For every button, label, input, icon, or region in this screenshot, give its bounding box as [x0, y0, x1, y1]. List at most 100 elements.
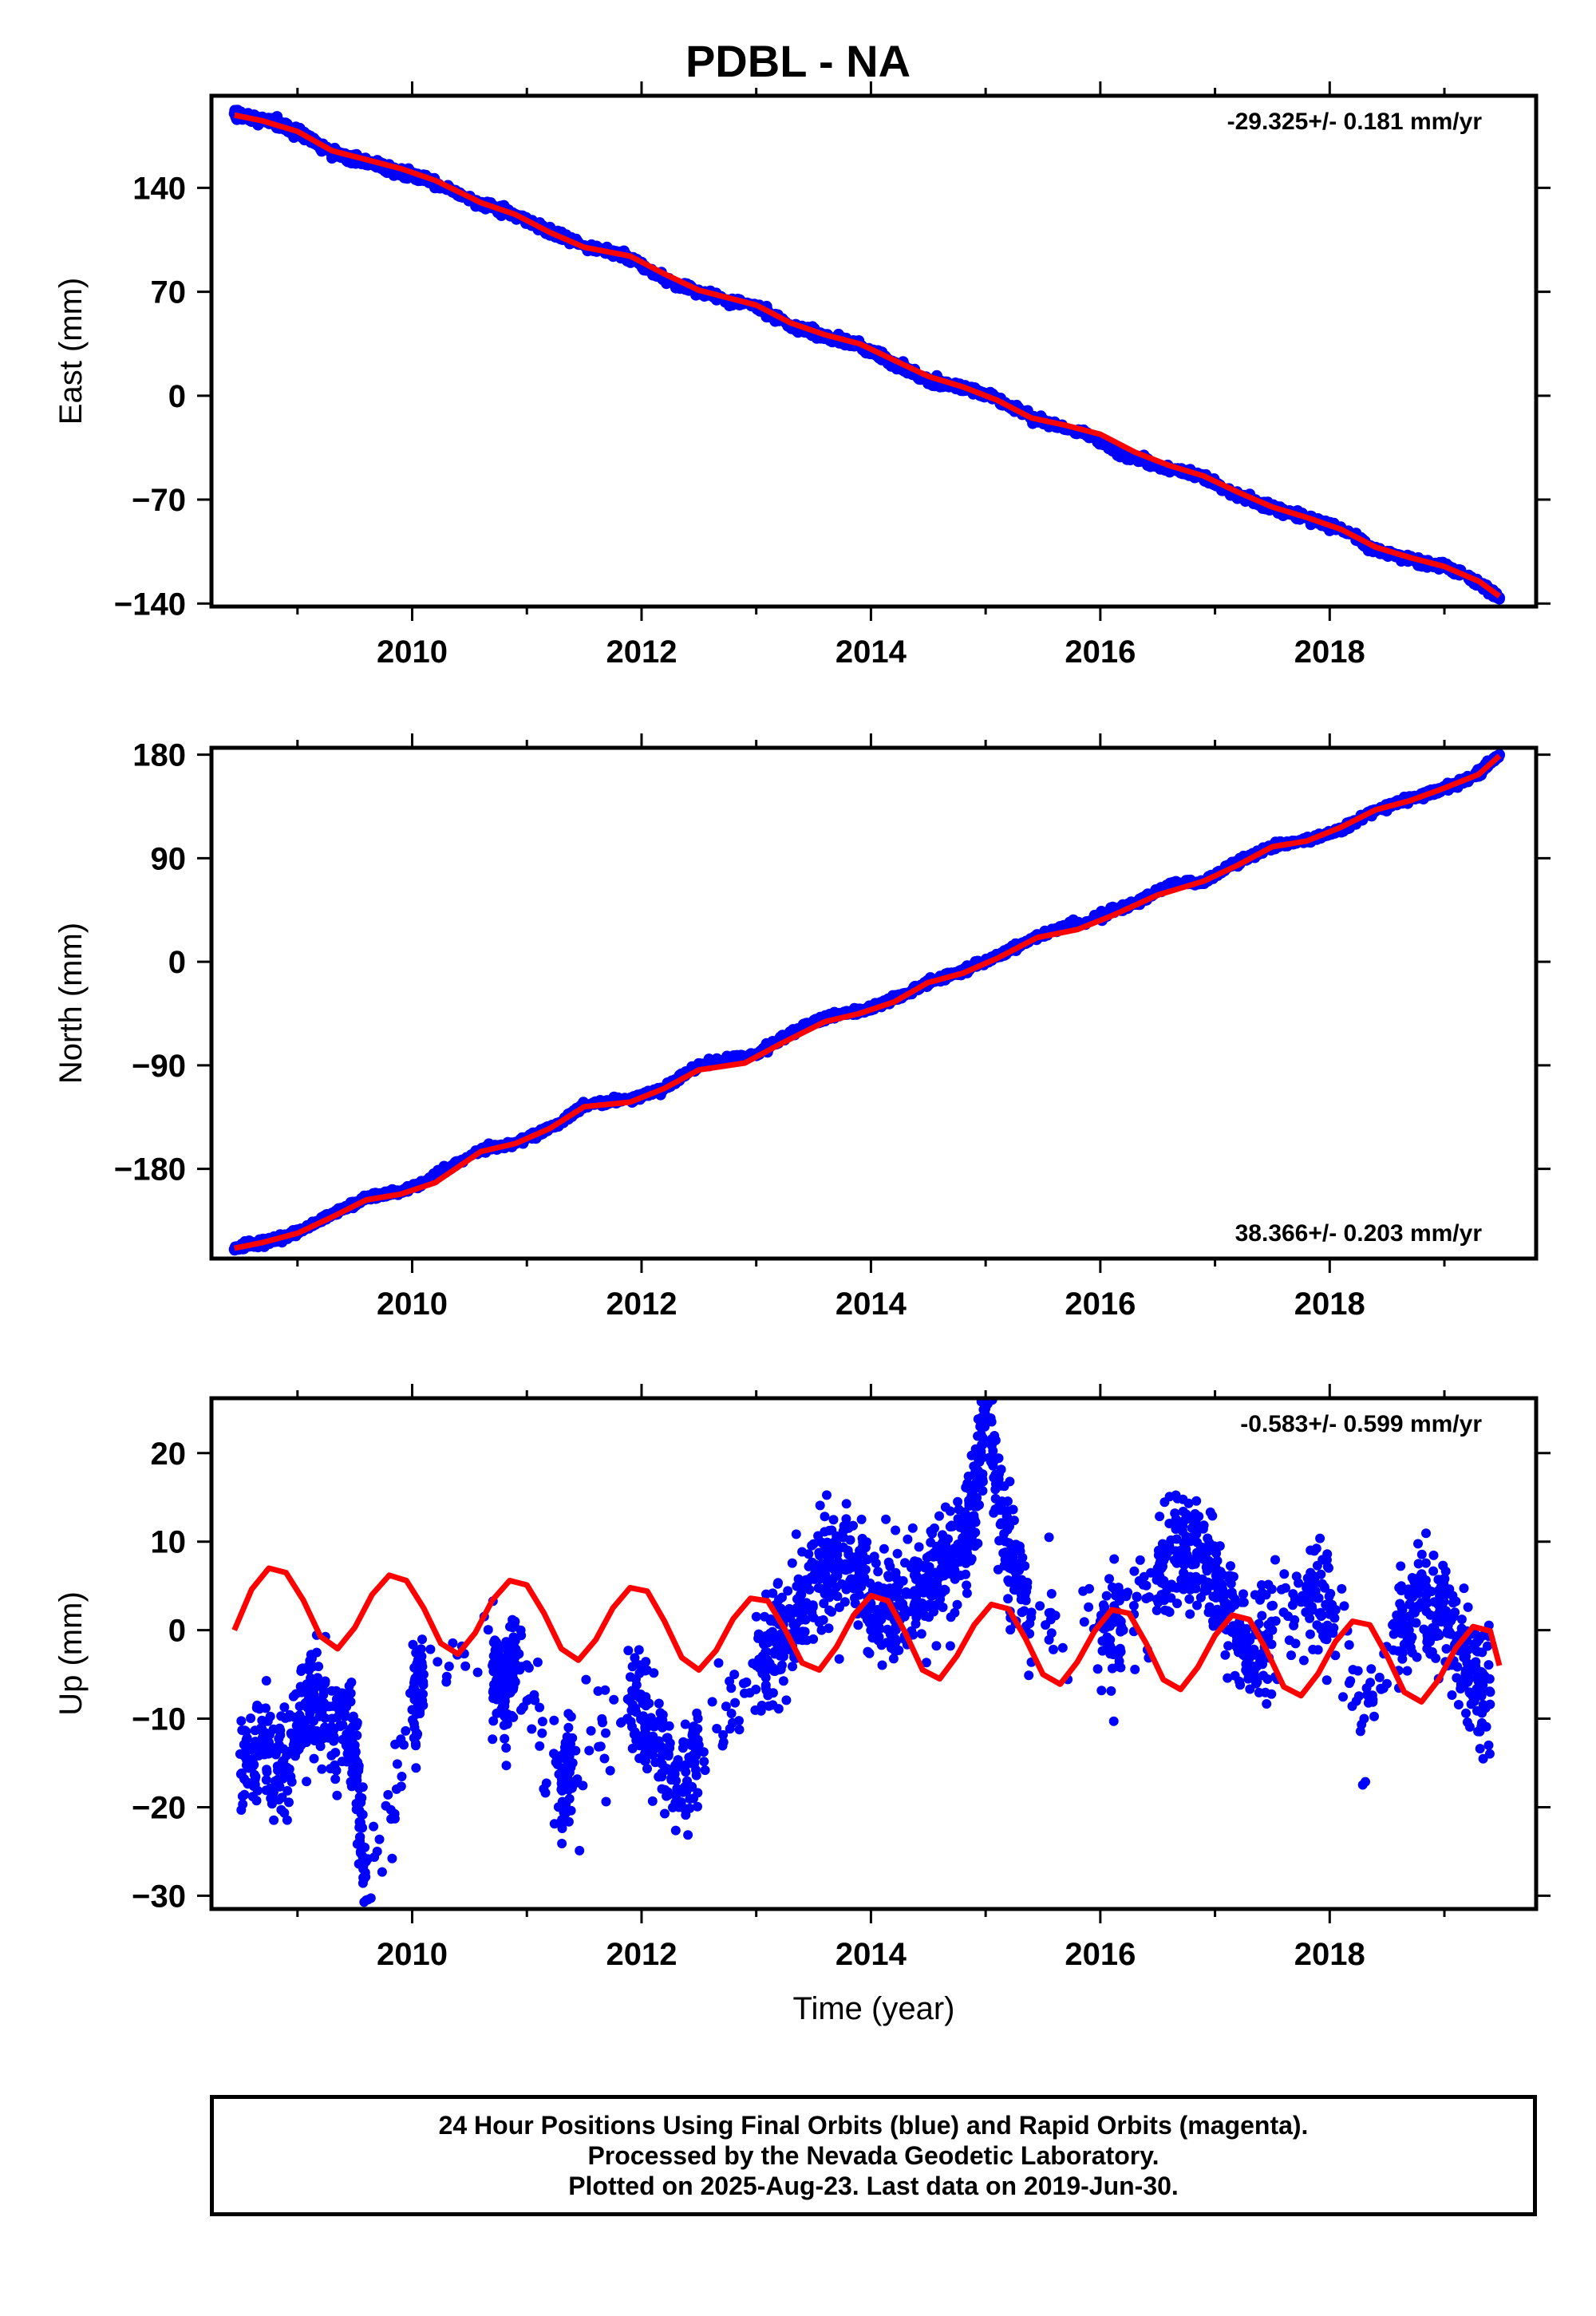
north-data-point: [1163, 879, 1175, 891]
up-data-point: [358, 1926, 368, 1935]
up-data-point: [306, 1650, 316, 1660]
up-data-point: [907, 1523, 918, 1533]
up-data-point: [594, 1741, 604, 1752]
up-data-point: [282, 1785, 293, 1796]
up-data-point: [360, 1867, 370, 1878]
up-data-point: [656, 1744, 666, 1754]
up-data-point: [601, 1796, 611, 1807]
up-data-point: [894, 1645, 904, 1655]
up-data-point: [638, 1698, 648, 1709]
up-data-point: [397, 1772, 407, 1781]
up-data-point: [508, 1614, 518, 1625]
up-data-point: [507, 1710, 517, 1721]
up-data-point: [845, 1575, 855, 1586]
up-data-point: [670, 1825, 681, 1836]
up-data-point: [729, 1670, 740, 1680]
up-data-point: [894, 1579, 904, 1590]
up-data-point: [370, 1916, 380, 1926]
up-data-point: [688, 1750, 698, 1761]
up-data-point: [279, 1702, 290, 1713]
up-data-point: [358, 1782, 368, 1792]
up-data-point: [460, 1661, 471, 1671]
up-data-point: [839, 1597, 850, 1607]
up-data-point: [938, 1603, 948, 1612]
up-data-point: [340, 1711, 350, 1721]
up-data-point: [700, 1765, 710, 1776]
up-data-point: [302, 1777, 312, 1787]
up-data-point: [851, 1551, 862, 1562]
up-data-point: [412, 1730, 422, 1741]
up-data-point: [741, 1677, 752, 1687]
y-tick-label: −90: [132, 1049, 186, 1084]
up-data-point: [557, 1839, 567, 1848]
up-data-point: [387, 1853, 397, 1863]
up-data-point: [631, 1680, 642, 1690]
up-data-point: [251, 1796, 262, 1806]
up-data-point: [313, 1673, 322, 1683]
north-data-point: [735, 1050, 747, 1062]
up-data-point: [797, 1609, 808, 1619]
up-data-point: [556, 1816, 567, 1827]
up-data-point: [410, 1687, 421, 1697]
up-data-point: [757, 1668, 768, 1678]
up-data-point: [877, 1660, 887, 1670]
up-data-point: [247, 1745, 257, 1755]
up-data-point: [856, 1514, 867, 1524]
up-data-point: [483, 1625, 493, 1635]
x-tick-label: 2012: [606, 634, 677, 670]
up-data-point: [472, 1667, 483, 1678]
up-data-point: [641, 1657, 651, 1667]
up-data-point: [712, 1724, 722, 1733]
up-data-point: [930, 1523, 939, 1533]
up-data-point: [911, 1618, 921, 1629]
up-data-point: [537, 1717, 547, 1727]
up-data-point: [352, 1719, 362, 1729]
y-tick-label: −70: [132, 483, 186, 518]
up-data-point: [425, 1644, 436, 1654]
up-data-point: [808, 1600, 818, 1611]
up-data-point: [858, 1541, 868, 1551]
up-data-point: [563, 1747, 573, 1757]
up-data-point: [578, 1780, 588, 1791]
up-data-point: [824, 1525, 835, 1535]
up-data-point: [808, 1539, 819, 1549]
up-data-point: [958, 1555, 969, 1566]
up-data-point: [441, 1671, 452, 1682]
up-data-point: [931, 1641, 942, 1651]
up-data-point: [362, 1854, 373, 1864]
up-data-point: [354, 1805, 365, 1816]
up-data-point: [314, 1662, 324, 1672]
up-data-point: [557, 1824, 567, 1833]
x-tick-label: 2016: [1065, 634, 1136, 670]
up-data-point: [261, 1785, 271, 1796]
up-data-point: [511, 1644, 521, 1654]
up-data-point: [274, 1795, 284, 1805]
y-tick-label: 90: [151, 841, 187, 876]
up-data-point: [634, 1753, 645, 1764]
up-data-point: [881, 1514, 891, 1524]
up-data-point: [760, 1611, 770, 1622]
up-data-point: [331, 1765, 342, 1776]
up-data-point: [600, 1685, 610, 1695]
up-data-point: [922, 1602, 932, 1612]
up-data-point: [660, 1808, 670, 1819]
up-data-point: [593, 1686, 603, 1696]
up-data-point: [571, 1745, 581, 1756]
up-data-point: [846, 1559, 856, 1569]
up-data-point: [683, 1830, 693, 1840]
up-data-point: [941, 1543, 951, 1554]
up-observations: [235, 1398, 1495, 1935]
page-title: PDBL - NA: [685, 36, 911, 86]
up-data-point: [499, 1720, 509, 1730]
up-data-point: [246, 1713, 256, 1723]
up-data-point: [271, 1749, 281, 1760]
up-data-point: [562, 1774, 571, 1784]
up-data-point: [834, 1654, 844, 1664]
up-data-point: [891, 1525, 901, 1535]
up-data-point: [873, 1567, 883, 1577]
up-data-point: [636, 1712, 646, 1722]
up-data-point: [532, 1657, 543, 1667]
up-data-point: [239, 1789, 250, 1800]
